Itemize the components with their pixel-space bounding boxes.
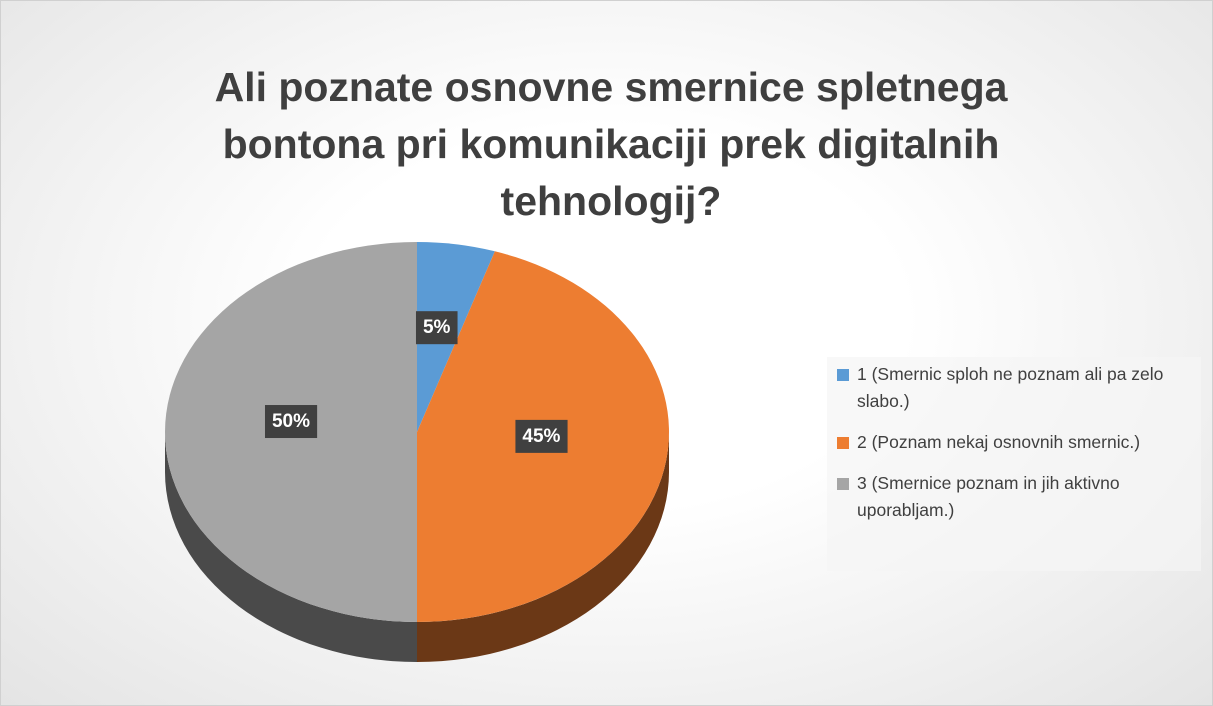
slice-side bbox=[165, 432, 417, 662]
data-label-text: 50% bbox=[272, 411, 310, 432]
data-label: 45% bbox=[515, 419, 568, 453]
slice-side bbox=[417, 432, 669, 662]
data-label: 50% bbox=[264, 405, 318, 439]
legend: 1 (Smernic sploh ne poznam ali pa zelo s… bbox=[827, 357, 1201, 571]
legend-swatch bbox=[837, 478, 849, 490]
legend-swatch bbox=[837, 437, 849, 449]
legend-item: 1 (Smernic sploh ne poznam ali pa zelo s… bbox=[837, 361, 1207, 415]
data-label-box bbox=[515, 419, 568, 453]
data-label: 5% bbox=[415, 311, 458, 345]
data-label-text: 5% bbox=[423, 317, 451, 338]
data-label-box bbox=[415, 311, 458, 345]
legend-label: 3 (Smernice poznam in jih aktivno uporab… bbox=[857, 473, 1120, 520]
data-label-box bbox=[264, 405, 318, 439]
legend-item: 3 (Smernice poznam in jih aktivno uporab… bbox=[837, 470, 1207, 524]
data-label-text: 45% bbox=[522, 426, 560, 447]
legend-label: 1 (Smernic sploh ne poznam ali pa zelo s… bbox=[857, 364, 1164, 411]
legend-item: 2 (Poznam nekaj osnovnih smernic.) bbox=[837, 429, 1207, 456]
legend-label: 2 (Poznam nekaj osnovnih smernic.) bbox=[857, 432, 1141, 452]
legend-swatch bbox=[837, 369, 849, 381]
chart-title: Ali poznate osnovne smernice spletnega b… bbox=[214, 64, 1008, 224]
